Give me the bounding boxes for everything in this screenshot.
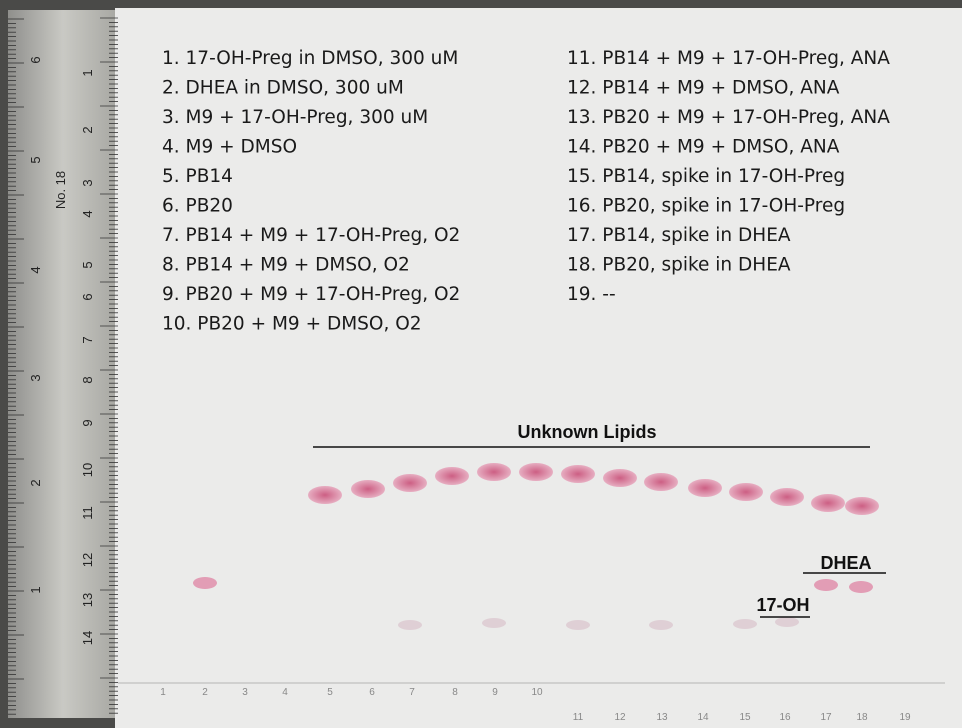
legend-item: 8. PB14 + M9 + DMSO, O2 — [162, 255, 410, 276]
legend-item: 9. PB20 + M9 + 17-OH-Preg, O2 — [162, 284, 460, 305]
lipid-spot — [477, 463, 511, 481]
spots — [193, 463, 879, 630]
faint-spot — [482, 618, 506, 628]
lane-label: 15 — [739, 712, 751, 723]
lipid-spot — [811, 494, 845, 512]
faint-spot — [733, 619, 757, 629]
legend-item: 6. PB20 — [162, 196, 233, 217]
ruler-cm-label: 9 — [80, 419, 95, 426]
legend-item: 7. PB14 + M9 + 17-OH-Preg, O2 — [162, 225, 460, 246]
ruler-cm-label: 1 — [80, 69, 95, 76]
lane-label: 17 — [820, 712, 832, 723]
ruler-model: No. 18 — [53, 171, 68, 209]
ruler-cm-label: 10 — [80, 463, 95, 477]
ruler-cm-label: 2 — [80, 126, 95, 133]
lipid-spot — [845, 497, 879, 515]
legend-item: 12. PB14 + M9 + DMSO, ANA — [567, 78, 840, 99]
legend-item: 1. 17-OH-Preg in DMSO, 300 uM — [162, 48, 458, 69]
ruler-inch-label: 1 — [28, 586, 43, 593]
annotation: 17-OH — [756, 595, 809, 615]
lane-label: 6 — [369, 687, 375, 698]
lipid-spot — [688, 479, 722, 497]
lane-label: 16 — [779, 712, 791, 723]
lipid-spot — [644, 473, 678, 491]
lipid-spot — [435, 467, 469, 485]
lane-label: 14 — [697, 712, 709, 723]
ruler-cm-label: 5 — [80, 261, 95, 268]
lane-label: 5 — [327, 687, 333, 698]
lane-label: 9 — [492, 687, 498, 698]
faint-spot — [398, 620, 422, 630]
faint-spot — [775, 617, 799, 627]
lane-label: 8 — [452, 687, 458, 698]
legend-item: 5. PB14 — [162, 166, 233, 187]
lipid-spot — [561, 465, 595, 483]
ruler-cm-label: 12 — [80, 553, 95, 567]
tlc-plate — [115, 8, 962, 728]
lane-label: 11 — [573, 712, 584, 723]
legend-item: 14. PB20 + M9 + DMSO, ANA — [567, 137, 840, 158]
faint-spot — [566, 620, 590, 630]
lipid-spot — [729, 483, 763, 501]
ruler — [8, 10, 118, 718]
legend-item: 17. PB14, spike in DHEA — [567, 225, 791, 246]
lane-label: 12 — [614, 712, 626, 723]
annotation: Unknown Lipids — [518, 422, 657, 442]
ruler-cm-label: 13 — [80, 593, 95, 607]
legend-item: 13. PB20 + M9 + 17-OH-Preg, ANA — [567, 107, 890, 128]
legend-item: 10. PB20 + M9 + DMSO, O2 — [162, 314, 422, 335]
lane-label: 10 — [531, 687, 543, 698]
lane-label: 7 — [409, 687, 415, 698]
ruler-inch-label: 3 — [28, 374, 43, 381]
ruler-cm-label: 6 — [80, 293, 95, 300]
lipid-spot — [351, 480, 385, 498]
legend-item: 15. PB14, spike in 17-OH-Preg — [567, 166, 845, 187]
lipid-spot — [603, 469, 637, 487]
steroid-spot — [814, 579, 838, 591]
ruler-cm-label: 8 — [80, 376, 95, 383]
lipid-spot — [519, 463, 553, 481]
steroid-spot — [193, 577, 217, 589]
lipid-spot — [770, 488, 804, 506]
lane-label: 4 — [282, 687, 288, 698]
legend-item: 19. -- — [567, 284, 616, 305]
ruler-cm-label: 7 — [80, 336, 95, 343]
ruler-cm-label: 14 — [80, 631, 95, 645]
ruler-cm-label: 11 — [80, 506, 95, 520]
lane-label: 13 — [656, 712, 668, 723]
ruler-inch-label: 5 — [28, 156, 43, 163]
annotation: DHEA — [820, 553, 871, 573]
ruler-inch-label: 6 — [28, 56, 43, 63]
legend-item: 2. DHEA in DMSO, 300 uM — [162, 78, 404, 99]
lipid-spot — [308, 486, 342, 504]
ruler-inch-label: 4 — [28, 266, 43, 273]
ruler-cm-label: 4 — [80, 210, 95, 217]
ruler-ticks — [8, 17, 118, 715]
lipid-spot — [393, 474, 427, 492]
lane-label: 18 — [856, 712, 868, 723]
legend-item: 11. PB14 + M9 + 17-OH-Preg, ANA — [567, 48, 890, 69]
legend-item: 16. PB20, spike in 17-OH-Preg — [567, 196, 845, 217]
lane-label: 3 — [242, 687, 248, 698]
lane-label: 2 — [202, 687, 208, 698]
ruler-cm-label: 3 — [80, 179, 95, 186]
faint-spot — [649, 620, 673, 630]
ruler-inch-label: 2 — [28, 479, 43, 486]
lane-label: 1 — [160, 687, 166, 698]
legend-item: 4. M9 + DMSO — [162, 137, 297, 158]
lane-label: 19 — [899, 712, 911, 723]
legend-item: 18. PB20, spike in DHEA — [567, 255, 791, 276]
steroid-spot — [849, 581, 873, 593]
legend-item: 3. M9 + 17-OH-Preg, 300 uM — [162, 107, 428, 128]
